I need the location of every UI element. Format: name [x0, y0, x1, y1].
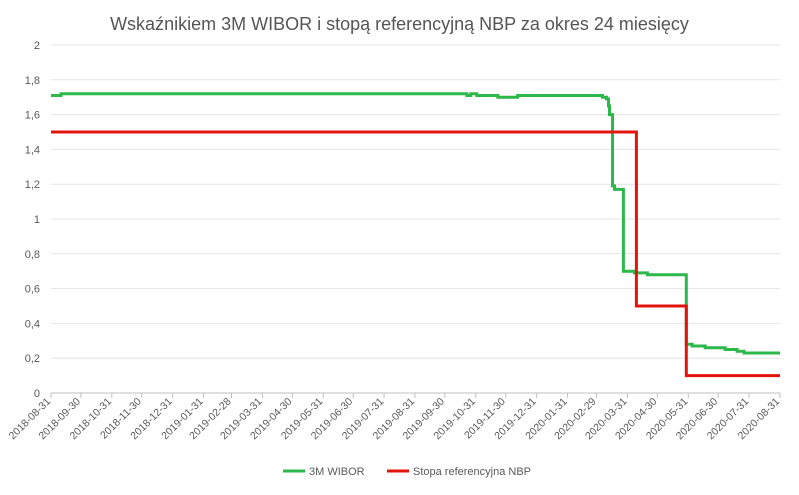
- y-tick-label: 0,8: [25, 249, 40, 261]
- series-line-wibor: [51, 92, 780, 355]
- y-tick-label: 2: [34, 40, 40, 52]
- y-tick-label: 1: [34, 214, 40, 226]
- chart-title: Wskaźnikiem 3M WIBOR i stopą referencyjn…: [110, 14, 689, 34]
- y-tick-label: 1,4: [25, 144, 40, 156]
- legend-label: 3M WIBOR: [309, 466, 365, 478]
- y-tick-label: 0: [34, 388, 40, 400]
- y-tick-label: 0,6: [25, 284, 40, 296]
- y-tick-label: 1,8: [25, 75, 40, 87]
- y-tick-label: 0,2: [25, 353, 40, 365]
- series-line-nbp: [51, 130, 780, 378]
- y-tick-label: 1,6: [25, 110, 40, 122]
- y-tick-label: 1,2: [25, 179, 40, 191]
- y-tick-label: 0,4: [25, 318, 40, 330]
- legend-label: Stopa referencyjna NBP: [413, 466, 531, 478]
